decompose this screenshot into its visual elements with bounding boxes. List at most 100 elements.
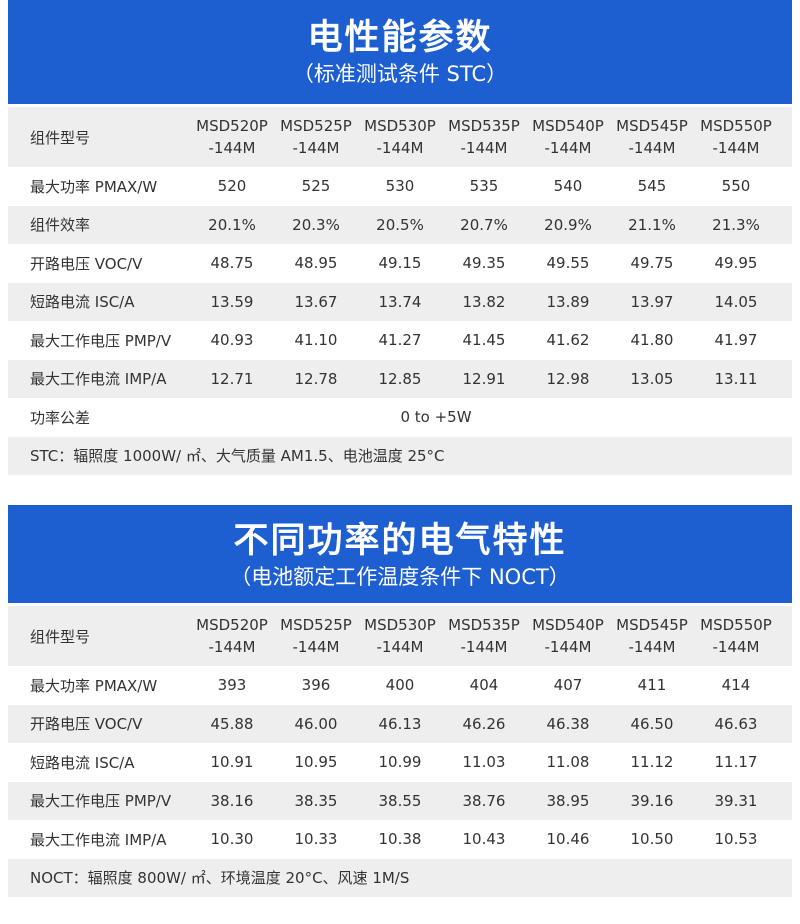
value-cell: 13.89 — [546, 292, 590, 311]
table-row: 组件效率 20.1% 20.3% 20.5% 20.7% 20.9% 21.1% 21.3% — [8, 205, 792, 244]
value-cell: 41.80 — [630, 331, 674, 350]
value-cell: 38.76 — [462, 791, 506, 810]
value-cell: 12.98 — [546, 369, 590, 388]
value-cell: 13.74 — [378, 292, 422, 311]
row-label: 最大工作电流 IMP/A — [30, 830, 167, 849]
table-row: 最大工作电流 IMP/A 12.71 12.78 12.85 12.91 12.98 13.… — [8, 359, 792, 398]
row-label: 组件效率 — [30, 216, 91, 235]
value-cell: 13.11 — [714, 369, 758, 388]
table-header-row: 组件型号 MSD520P -144M MSD525P -144M MSD530P -1… — [8, 606, 792, 666]
value-cell: 13.67 — [294, 292, 338, 311]
value-cell: 10.50 — [630, 830, 674, 849]
row-label: 最大工作电压 PMP/V — [30, 792, 172, 811]
value-cell: 13.05 — [630, 369, 674, 388]
value-cell: 407 — [553, 676, 583, 695]
value-cell: 12.78 — [294, 369, 338, 388]
value-cell: 45.88 — [210, 714, 254, 733]
tolerance-row: 功率公差 0 to +5W — [8, 398, 792, 437]
value-cell: 39.31 — [714, 791, 758, 810]
value-cell: 48.75 — [210, 254, 254, 273]
value-cell: 396 — [301, 676, 331, 695]
value-cell: 20.7% — [460, 215, 508, 234]
value-cell: 535 — [469, 177, 499, 196]
model-name: MSD520P -144M — [196, 616, 268, 656]
row-label: 最大工作电压 PMP/V — [30, 331, 172, 350]
value-cell: 46.26 — [462, 714, 506, 733]
value-cell: 21.1% — [628, 215, 676, 234]
table-row: 最大工作电压 PMP/V 38.16 38.35 38.55 38.76 38.95 39.… — [8, 781, 792, 820]
note-row: STC：辐照度 1000W/ ㎡、大气质量 AM1.5、电池温度 25°C — [8, 436, 792, 475]
value-cell: 40.93 — [210, 331, 254, 350]
value-cell: 414 — [721, 676, 751, 695]
value-cell: 49.75 — [630, 254, 674, 273]
value-cell: 545 — [637, 177, 667, 196]
value-cell: 14.05 — [714, 292, 758, 311]
table-row: 最大功率 PMAX/W 393 396 400 404 407 411 414 — [8, 666, 792, 705]
value-cell: 12.85 — [378, 369, 422, 388]
noct-banner: 不同功率的电气特性 （电池额定工作温度条件下 NOCT） — [8, 505, 792, 603]
value-cell: 13.97 — [630, 292, 674, 311]
model-name: MSD530P -144M — [364, 616, 436, 656]
value-cell: 38.16 — [210, 791, 254, 810]
value-cell: 20.9% — [544, 215, 592, 234]
value-cell: 10.30 — [210, 830, 254, 849]
model-name: MSD525P -144M — [280, 616, 352, 656]
value-cell: 46.50 — [630, 714, 674, 733]
value-cell: 38.35 — [294, 791, 338, 810]
row-label: 最大工作电流 IMP/A — [30, 370, 167, 389]
value-cell: 13.59 — [210, 292, 254, 311]
value-cell: 46.63 — [714, 714, 758, 733]
model-name: MSD545P -144M — [616, 616, 688, 656]
stc-table: 组件型号 MSD520P -144M MSD525P -144M MSD530P -1… — [8, 107, 792, 475]
value-cell: 46.38 — [546, 714, 590, 733]
value-cell: 400 — [385, 676, 415, 695]
stc-subtitle: （标准测试条件 STC） — [292, 62, 508, 86]
noct-title: 不同功率的电气特性 — [233, 521, 567, 561]
row-label: 短路电流 ISC/A — [30, 753, 135, 772]
table-row: 开路电压 VOC/V 45.88 46.00 46.13 46.26 46.38 46.50… — [8, 704, 792, 743]
value-cell: 21.3% — [712, 215, 760, 234]
model-name: MSD550P -144M — [700, 616, 772, 656]
value-cell: 20.3% — [292, 215, 340, 234]
table-row: 最大工作电流 IMP/A 10.30 10.33 10.38 10.43 10.46 10.… — [8, 820, 792, 859]
value-cell: 11.17 — [714, 753, 758, 772]
tolerance-label: 功率公差 — [30, 408, 91, 427]
model-name: MSD550P -144M — [700, 117, 772, 157]
model-name: MSD540P -144M — [532, 616, 604, 656]
model-name: MSD535P -144M — [448, 616, 520, 656]
value-cell: 46.00 — [294, 714, 338, 733]
value-cell: 20.1% — [208, 215, 256, 234]
value-cell: 39.16 — [630, 791, 674, 810]
value-cell: 550 — [721, 177, 751, 196]
model-name: MSD520P -144M — [196, 117, 268, 157]
value-cell: 20.5% — [376, 215, 424, 234]
value-cell: 404 — [469, 676, 499, 695]
value-cell: 530 — [385, 177, 415, 196]
noct-table: 组件型号 MSD520P -144M MSD525P -144M MSD530P -1… — [8, 606, 792, 897]
value-cell: 49.95 — [714, 254, 758, 273]
model-name: MSD525P -144M — [280, 117, 352, 157]
row-label: 最大功率 PMAX/W — [30, 177, 158, 196]
row-label: 最大功率 PMAX/W — [30, 676, 158, 695]
value-cell: 48.95 — [294, 254, 338, 273]
value-cell: 10.91 — [210, 753, 254, 772]
model-label: 组件型号 — [30, 128, 91, 147]
value-cell: 49.15 — [378, 254, 422, 273]
value-cell: 46.13 — [378, 714, 422, 733]
table-row: 短路电流 ISC/A 10.91 10.95 10.99 11.03 11.08 11.12… — [8, 743, 792, 782]
model-name: MSD545P -144M — [616, 117, 688, 157]
value-cell: 11.08 — [546, 753, 590, 772]
value-cell: 41.62 — [546, 331, 590, 350]
value-cell: 41.10 — [294, 331, 338, 350]
value-cell: 49.35 — [462, 254, 506, 273]
condition-note: NOCT：辐照度 800W/ ㎡、环境温度 20°C、风速 1M/S — [30, 869, 410, 888]
noct-subtitle: （电池额定工作温度条件下 NOCT） — [230, 565, 570, 589]
row-label: 开路电压 VOC/V — [30, 254, 143, 273]
table-header-row: 组件型号 MSD520P -144M MSD525P -144M MSD530P -1… — [8, 107, 792, 167]
note-row: NOCT：辐照度 800W/ ㎡、环境温度 20°C、风速 1M/S — [8, 858, 792, 897]
model-name: MSD530P -144M — [364, 117, 436, 157]
model-name: MSD540P -144M — [532, 117, 604, 157]
value-cell: 49.55 — [546, 254, 590, 273]
table-row: 最大功率 PMAX/W 520 525 530 535 540 545 550 — [8, 167, 792, 206]
tolerance-value: 0 to +5W — [400, 408, 472, 427]
